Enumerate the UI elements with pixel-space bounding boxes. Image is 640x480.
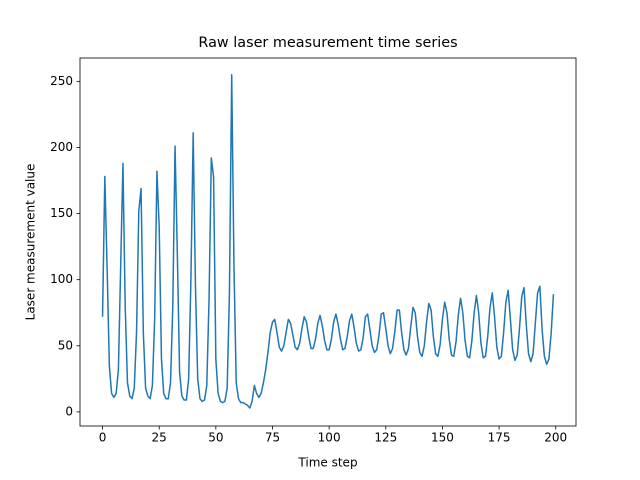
x-tick-label: 100 bbox=[318, 431, 341, 445]
x-axis-label: Time step bbox=[297, 456, 357, 470]
x-tick-label: 125 bbox=[374, 431, 397, 445]
y-tick-label: 100 bbox=[50, 272, 73, 286]
y-axis-label: Laser measurement value bbox=[24, 164, 38, 321]
x-tick-label: 200 bbox=[544, 431, 567, 445]
x-tick-label: 150 bbox=[431, 431, 454, 445]
x-tick-label: 75 bbox=[265, 431, 280, 445]
chart-title: Raw laser measurement time series bbox=[198, 35, 457, 51]
plot-frame bbox=[79, 57, 577, 427]
y-tick-label: 200 bbox=[50, 140, 73, 154]
y-tick-label: 50 bbox=[58, 338, 73, 352]
y-tick-label: 150 bbox=[50, 206, 73, 220]
data-line bbox=[101, 73, 555, 409]
x-tick-label: 175 bbox=[488, 431, 511, 445]
y-tick-label: 250 bbox=[50, 74, 73, 88]
y-tick-label: 0 bbox=[65, 404, 73, 418]
x-tick-label: 0 bbox=[99, 431, 107, 445]
x-tick-label: 25 bbox=[152, 431, 167, 445]
x-tick-label: 50 bbox=[208, 431, 223, 445]
